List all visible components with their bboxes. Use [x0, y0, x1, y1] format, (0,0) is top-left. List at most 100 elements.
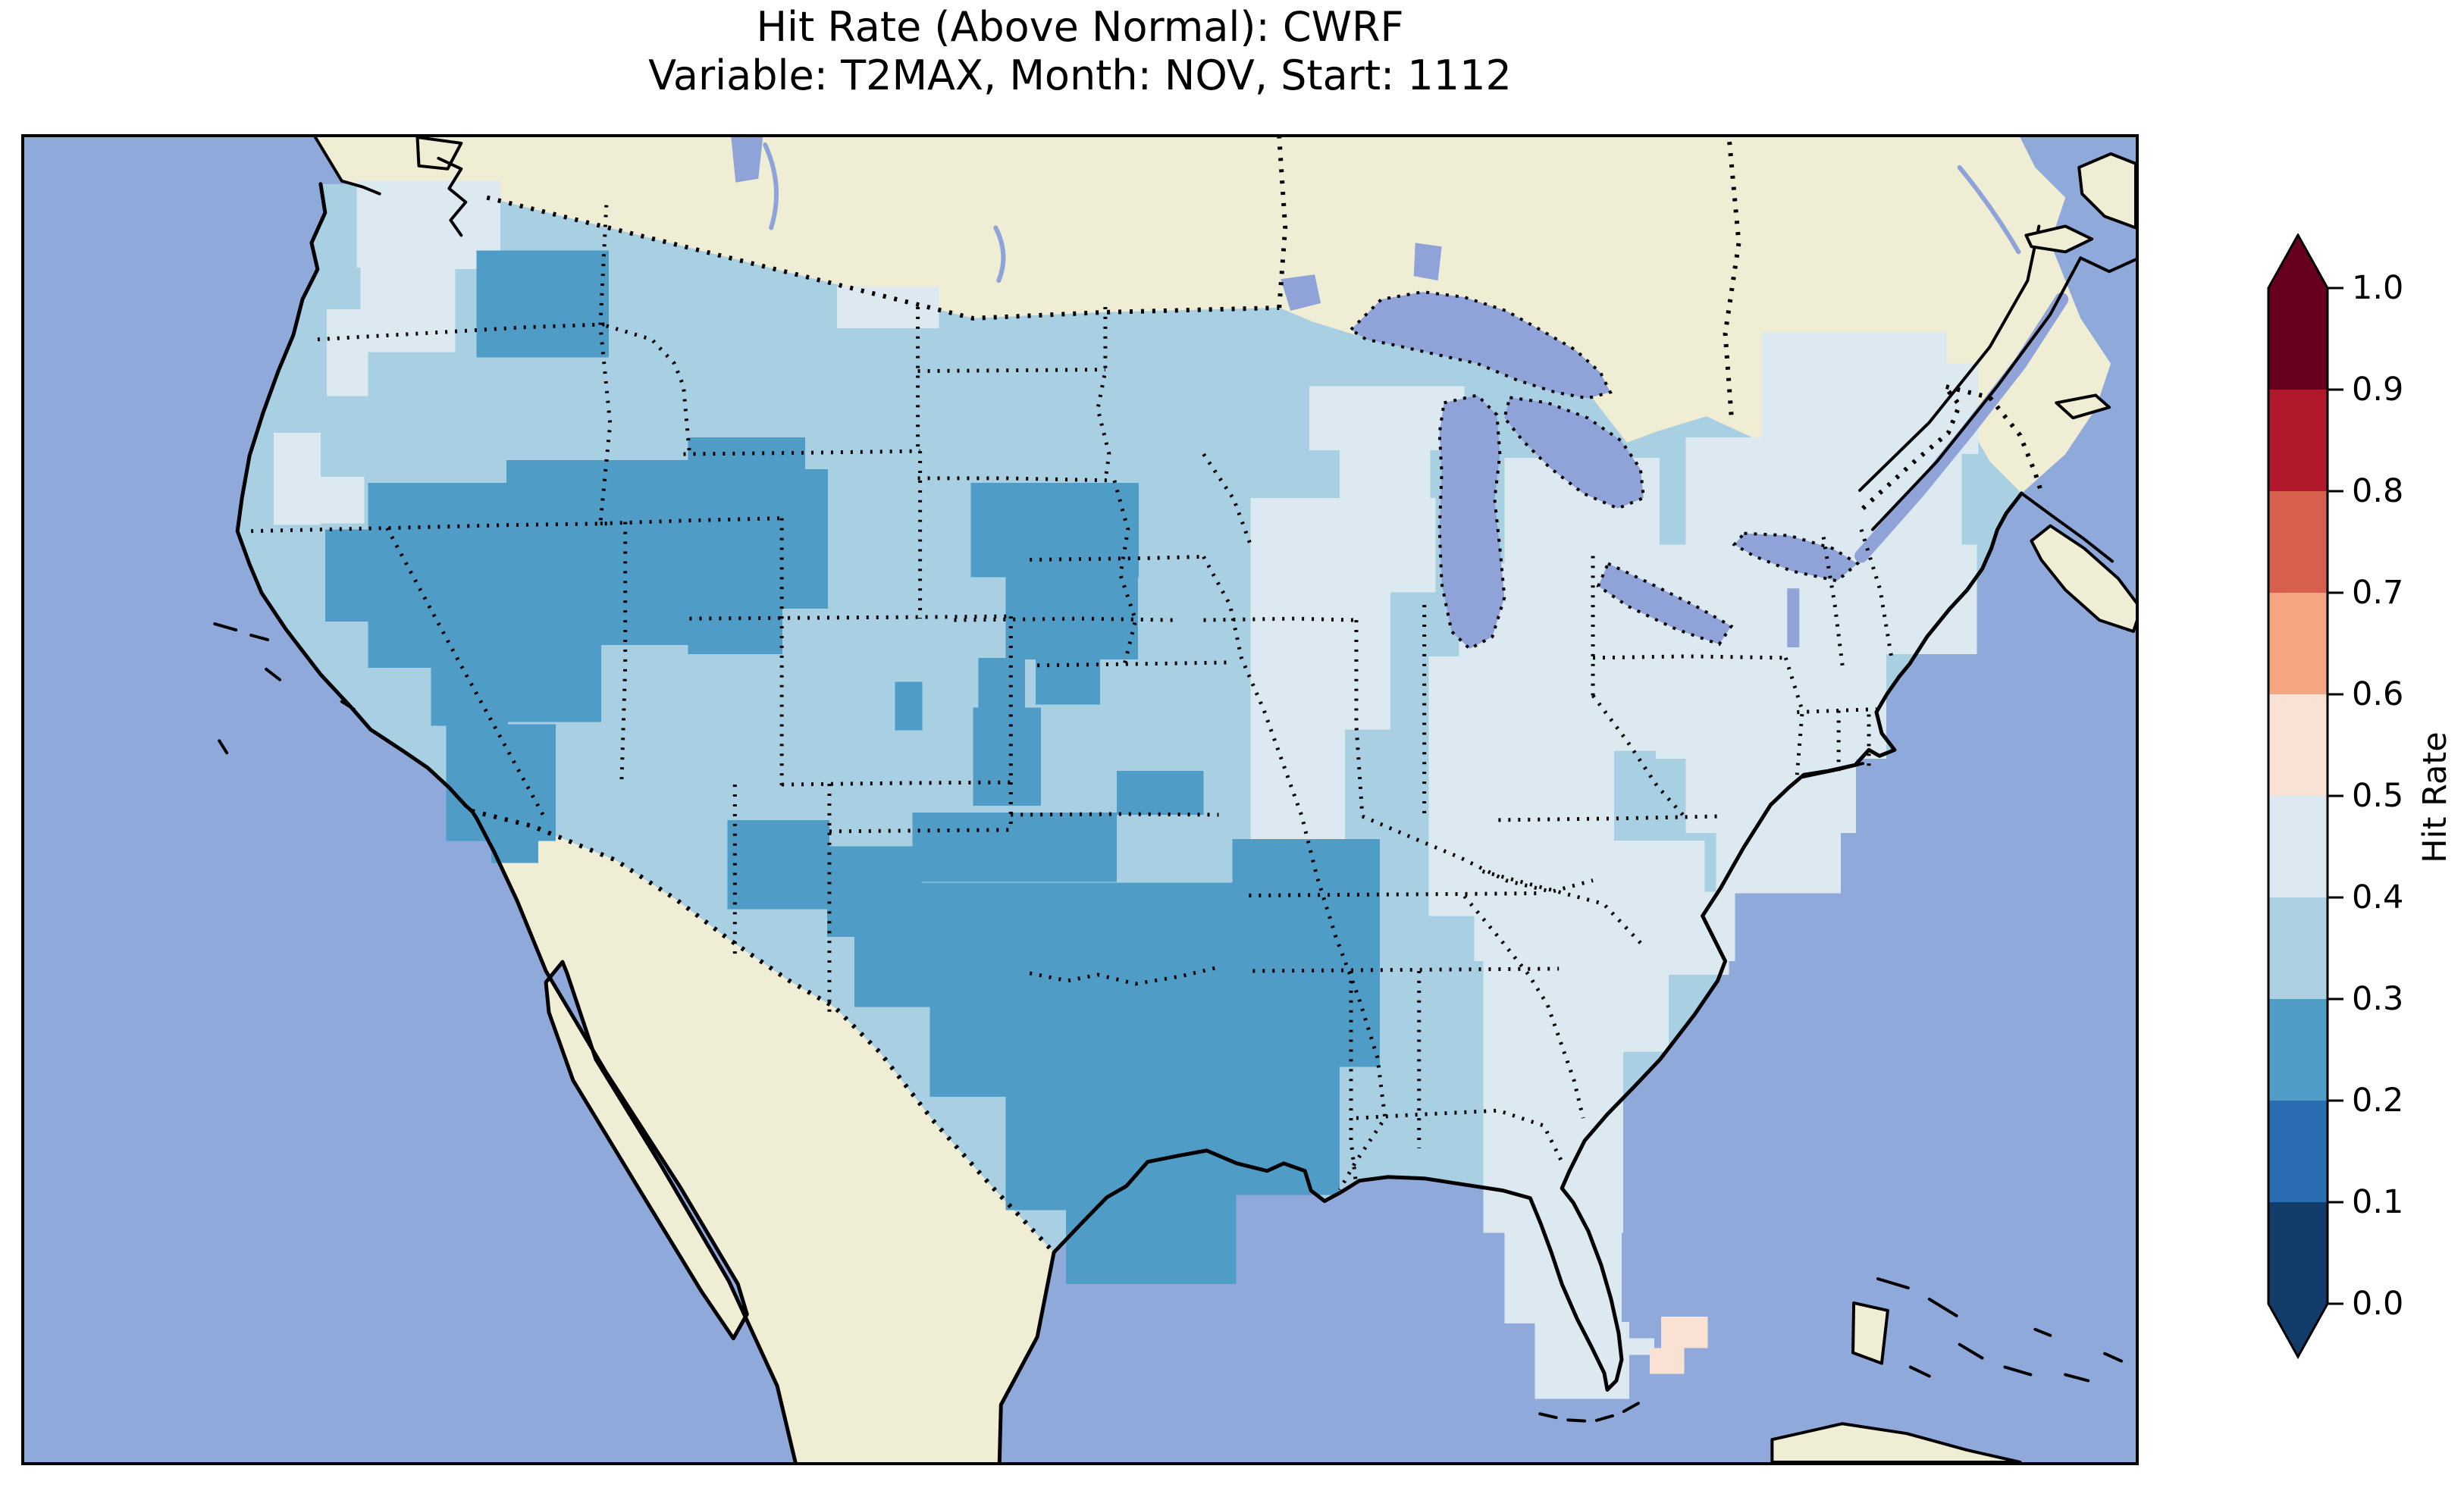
state-borders-shape [1783, 657, 1804, 775]
state-borders-shape [954, 616, 1174, 622]
cells-hit-rate-0.2-0.3-shape [929, 1004, 1252, 1098]
nova-scotia [2030, 524, 2136, 634]
colorbar-tick-label-0.2: 0.2 [2352, 1082, 2404, 1120]
cells-hit-rate-0.5-0.6-south-florida-shape [1660, 1316, 1708, 1348]
colorbar-tick-marks [2328, 287, 2343, 1305]
colorbar-segment-0.4-0.5 [2268, 796, 2328, 897]
st-lawrence-river [1854, 293, 2069, 563]
state-borders-shape [1481, 869, 1644, 946]
cells-hit-rate-0.4-0.5-shape [836, 287, 939, 328]
cells-hit-rate-0.2-0.3-shape [1232, 1065, 1340, 1195]
cells-hit-rate-0.2-0.3-shape [506, 642, 601, 722]
international-borders [471, 137, 2044, 1254]
canada-landmass-shape [315, 137, 2111, 511]
lake-huron [1503, 396, 1646, 510]
rivers-shape [993, 225, 1006, 283]
canada-province-border [1723, 137, 1741, 415]
cells-hit-rate-0.4-0.5-shape [274, 433, 321, 525]
mexico-landmass [472, 810, 1055, 1462]
colorbar-segment-0.6-0.7 [2268, 593, 2328, 694]
state-borders-shape [1252, 966, 1560, 973]
cells-hit-rate-0.2-0.3-shape [970, 482, 1139, 578]
colorbar-segment-0.8-0.9 [2268, 390, 2328, 491]
state-borders-shape [1593, 654, 1786, 660]
figure-title: Hit Rate (Above Normal): CWRF Variable: … [21, 3, 2139, 100]
colorbar-segment-0.2-0.3 [2268, 999, 2328, 1101]
state-borders-shape [1029, 965, 1220, 986]
colorbar-segment-0.9-1.0 [2268, 288, 2328, 390]
lake-winnipeg-tip [731, 137, 763, 183]
newfoundland-corner [2077, 152, 2136, 230]
cells-hit-rate-0.2-0.3 [324, 250, 1380, 1285]
cells-hit-rate-0.2-0.3-shape [431, 663, 509, 726]
cells-hit-rate-0.2-0.3-shape [1232, 838, 1380, 1067]
state-borders-shape [600, 516, 782, 526]
cells-hit-rate-0.5-0.6-south-florida-shape [1649, 1348, 1685, 1374]
state-borders-shape [1821, 537, 1845, 666]
cells-hit-rate-0.4-0.5-shape [1655, 651, 1886, 760]
colorbar-segment-0.3-0.4 [2268, 897, 2328, 999]
cells-hit-rate-0.2-0.3-shape [826, 846, 922, 938]
state-borders-shape [782, 780, 1011, 787]
state-borders [251, 205, 1894, 1191]
state-borders-shape [917, 368, 1105, 374]
cells-hit-rate-0.4-0.5-shape [1250, 590, 1390, 730]
state-borders-shape [1096, 306, 1111, 481]
colorbar-segment-0.0-0.1 [2268, 1202, 2328, 1304]
colorbar-tick-label-0.7: 0.7 [2352, 574, 2404, 612]
cells-hit-rate-0.2-0.3-shape [1116, 771, 1204, 815]
us-data-field [237, 180, 2022, 1399]
cells-hit-rate-0.2-0.3-shape [912, 812, 1117, 882]
cells-hit-rate-0.4-0.5-shape [1250, 497, 1436, 593]
lake-superior [1348, 290, 1613, 400]
state-borders-shape [1859, 528, 1894, 659]
st-lawrence-south-shore [1871, 256, 2083, 531]
prince-edward-island [2055, 393, 2111, 420]
colorbar-segment-0.7-0.8 [2268, 491, 2328, 593]
cuba [1770, 1422, 2022, 1462]
colorbar-tick-label-1.0: 1.0 [2352, 269, 2404, 307]
us-mexico-border [471, 809, 1056, 1254]
state-borders-shape [606, 324, 691, 455]
title-line-1: Hit Rate (Above Normal): CWRF [756, 3, 1404, 51]
state-borders-shape [1202, 556, 1387, 1191]
bahamas [1876, 1277, 2124, 1383]
cells-hit-rate-0.4-0.5-shape [1483, 1140, 1623, 1233]
lake-champlain [1787, 588, 1800, 647]
fundy-coast [2020, 491, 2114, 563]
colorbar-tick-label-0.1: 0.1 [2352, 1183, 2404, 1221]
canada-province-border-2 [1277, 137, 1288, 309]
state-borders-shape [1462, 894, 1585, 1119]
colorbar-segment-0.5-0.6 [2268, 694, 2328, 796]
lake-ontario [1732, 531, 1861, 583]
gulf-atlantic-coast [997, 491, 2024, 1462]
state-borders-shape [1011, 812, 1219, 817]
cells-hit-rate-0.4-0.5-shape [1504, 1231, 1622, 1323]
cells-hit-rate-0.2-0.3-shape [491, 816, 539, 863]
st-lawrence-north-shore [1858, 224, 2041, 492]
us-hit-rate-map [24, 137, 2136, 1462]
cells-hit-rate-0.4-0.5-shape [1566, 1345, 1599, 1364]
cells-hit-rate-0.4-0.5-shape [360, 265, 456, 352]
colorbar-over-arrow [2268, 235, 2328, 288]
state-borders-shape [917, 476, 1114, 483]
colorbar: 1.0 0.9 0.8 0.7 0.6 0.5 0.4 0.3 0.2 0.1 0.0 [2265, 233, 2462, 1370]
cells-hit-rate-0.4-0.5-shape [1483, 1050, 1623, 1142]
colorbar-tick-label-0.9: 0.9 [2352, 371, 2404, 409]
cells-hit-rate-0.2-0.3-shape [973, 707, 1042, 806]
anticosti-island [2024, 224, 2094, 254]
rivers [763, 142, 2069, 563]
cells-hit-rate-0.4-0.5-shape [1483, 960, 1669, 1052]
state-borders-shape [385, 527, 548, 822]
us-canada-border [486, 195, 1280, 321]
cells-hit-rate-0.4-0.5-shape [326, 309, 368, 396]
colorbar-tick-label-0.4: 0.4 [2352, 879, 2404, 916]
colorbar-axis-label: Hit Rate [2416, 731, 2454, 863]
lake-michigan [1437, 393, 1506, 651]
rivers-shape [763, 142, 779, 230]
cells-hit-rate-0.2-0.3-shape [368, 482, 513, 668]
mexico-landmass-shape [472, 810, 1055, 1462]
cells-hit-rate-0.4-0.5-shape [1572, 840, 1667, 894]
colorbar-tick-label-0.3: 0.3 [2352, 980, 2404, 1018]
lake-nipigon [1413, 243, 1442, 281]
